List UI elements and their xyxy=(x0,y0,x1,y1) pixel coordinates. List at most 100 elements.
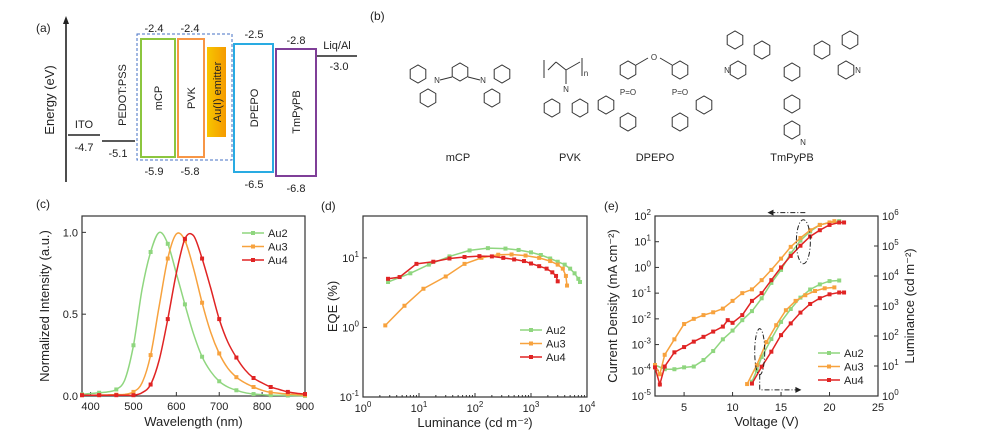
current-density-point-au4 xyxy=(730,320,735,325)
data-point-au4 xyxy=(544,266,549,271)
luminance-point-au2 xyxy=(817,282,822,287)
current-density-point-au4 xyxy=(798,243,803,248)
current-density-point-au4 xyxy=(827,222,832,227)
x-tick-label: 500 xyxy=(124,401,142,413)
data-point-au3 xyxy=(537,255,542,260)
y2-tick-label: 106 xyxy=(882,208,899,223)
data-point-au4 xyxy=(414,261,419,266)
data-point-au4 xyxy=(114,393,119,398)
atom-label: N xyxy=(480,76,486,85)
data-point-au4 xyxy=(529,261,533,266)
plot-e-legend-label-au2: Au2 xyxy=(844,348,864,360)
mcp-layer xyxy=(140,38,176,158)
data-point-au4 xyxy=(200,256,205,261)
current-density-point-au4 xyxy=(657,382,662,387)
series-line-au4 xyxy=(387,255,559,282)
x-tick-label: 800 xyxy=(253,401,271,413)
data-point-au4 xyxy=(285,389,290,394)
luminance-point-au4 xyxy=(788,321,793,326)
current-density-point-au3 xyxy=(711,310,716,315)
chemical-structures: mCP PVK DPEPO TmPyPB N Nn N O P=O P=O N N N xyxy=(409,30,861,164)
y2-tick-label: 101 xyxy=(882,358,899,373)
y-tick-label: 102 xyxy=(634,208,651,223)
atom-label: N xyxy=(434,76,440,85)
luminance-point-au2 xyxy=(769,337,774,342)
energy-axis-label: Energy (eV) xyxy=(42,65,57,134)
energy-level-diagram: Energy (eV) ITO -4.7 PEDOT:PSS -5.1 mCP … xyxy=(42,16,357,195)
benzene-ring xyxy=(543,98,561,118)
data-point-au2 xyxy=(548,256,553,261)
benzene-ring xyxy=(671,60,689,80)
current-density-point-au4 xyxy=(837,220,842,225)
x-tick-label: 25 xyxy=(872,402,884,414)
plot-d-legend-label-au2: Au2 xyxy=(546,325,566,337)
y-tick-label: 10-4 xyxy=(632,362,652,377)
data-point-au3 xyxy=(383,323,388,328)
data-point-au4 xyxy=(148,382,153,387)
data-point-au2 xyxy=(576,276,581,281)
luminance-point-au2 xyxy=(754,368,759,373)
tmpypb-label: TmPyPB xyxy=(291,90,303,133)
data-point-au4 xyxy=(80,393,84,398)
pvk-layer xyxy=(177,38,205,158)
data-point-au4 xyxy=(555,279,560,284)
structure-label-pvk: PVK xyxy=(559,152,582,164)
y-axis-label: Normalized Intensity (a.u.) xyxy=(37,230,52,382)
data-point-au2 xyxy=(568,266,573,271)
luminance-line-au4 xyxy=(751,291,845,384)
data-point-au4 xyxy=(217,317,222,322)
data-point-au4 xyxy=(489,254,494,259)
structure-label-tmpypb: TmPyPB xyxy=(770,152,813,164)
y2-tick-label: 103 xyxy=(882,298,899,313)
luminance-line-au3 xyxy=(746,286,835,385)
current-density-point-au3 xyxy=(653,363,657,368)
y-tick-label: 100 xyxy=(634,259,651,274)
current-density-point-au4 xyxy=(749,298,754,303)
current-density-point-au3 xyxy=(701,313,706,318)
current-density-point-au3 xyxy=(672,337,677,342)
panel-label-b: (b) xyxy=(370,9,385,23)
luminance-point-au3 xyxy=(764,340,769,345)
luminance-point-au4 xyxy=(817,296,822,301)
benzene-ring xyxy=(726,30,744,50)
benzene-ring xyxy=(419,88,437,108)
data-point-au4 xyxy=(268,385,273,389)
benzene-ring xyxy=(409,64,427,84)
benzene-ring xyxy=(451,62,469,82)
luminance-point-au4 xyxy=(837,290,842,295)
data-point-au3 xyxy=(285,392,290,397)
current-density-point-au4 xyxy=(788,253,793,258)
current-density-point-au3 xyxy=(769,267,774,272)
data-point-au4 xyxy=(537,264,542,269)
benzene-ring xyxy=(695,95,713,115)
current-density-point-au3 xyxy=(827,220,832,225)
data-point-au4 xyxy=(234,355,239,360)
data-point-au4 xyxy=(97,393,102,398)
data-point-au3 xyxy=(462,261,467,266)
y2-tick-label: 105 xyxy=(882,238,899,253)
plot-e-legend-label-au4: Au4 xyxy=(844,375,864,387)
dpepo-lumo: -2.5 xyxy=(245,29,264,41)
luminance-point-au4 xyxy=(749,381,754,386)
plot-c-legend-marker-au3 xyxy=(251,244,255,249)
y-tick-label: 10-1 xyxy=(632,285,652,300)
current-density-point-au2 xyxy=(769,280,774,285)
atom-label: P=O xyxy=(672,88,688,97)
data-point-au3 xyxy=(523,253,528,258)
y-tick-label: 101 xyxy=(634,234,651,249)
y-tick-label: 10-3 xyxy=(632,337,652,352)
current-density-point-au3 xyxy=(682,322,687,327)
atom-label: N xyxy=(855,66,861,75)
data-point-au4 xyxy=(303,392,307,397)
data-point-au4 xyxy=(165,317,170,322)
data-point-au2 xyxy=(485,246,490,251)
plot-c-legend-label-au3: Au3 xyxy=(268,242,288,254)
benzene-ring xyxy=(571,98,589,118)
luminance-point-au3 xyxy=(822,286,827,291)
panel-label-c: (c) xyxy=(36,197,50,211)
luminance-point-au3 xyxy=(812,289,817,294)
data-point-au4 xyxy=(251,376,256,380)
current-density-point-au2 xyxy=(720,337,725,342)
plot-c-frame xyxy=(81,215,306,397)
